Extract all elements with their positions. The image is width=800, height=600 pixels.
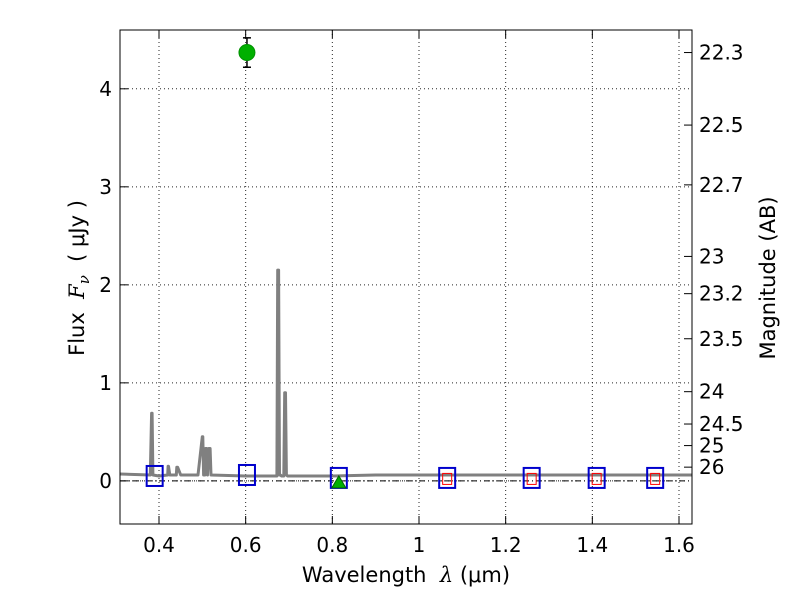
y-axis-label-unit: ( μJy ) [65, 200, 89, 275]
x-tick-label: 1.4 [576, 533, 608, 557]
model-photometry-square [646, 466, 665, 489]
y-axis-label-text: Flux [65, 299, 89, 356]
x-axis-label-unit: (μm) [453, 563, 510, 587]
grid [120, 30, 692, 524]
right-tick-label: 25 [699, 434, 724, 458]
x-axis-label-symbol: λ [439, 563, 453, 587]
x-tick-label: 1.2 [490, 533, 522, 557]
right-tick-label: 23 [699, 244, 724, 268]
x-tick-label: 1.6 [663, 533, 695, 557]
x-axis-label-text: Wavelength [302, 563, 440, 587]
model-photometry-square [237, 463, 256, 486]
model-photometry-square [587, 466, 606, 489]
right-tick-label: 24.5 [699, 412, 744, 436]
y-tick-label: 0 [99, 469, 112, 493]
model-photometry-square [522, 466, 541, 489]
model-spectrum-line [119, 268, 692, 478]
ticks: 0.4 0.6 0.8 1 1.2 1.4 1.60123422.322.522.72323… [99, 30, 744, 557]
y-axis-label-subscript: ν [75, 275, 93, 284]
observed-flux-square [442, 472, 453, 485]
observed-flux-square [526, 472, 537, 485]
right-tick-label: 22.7 [699, 173, 744, 197]
y-axis-label: Flux Fν ( μJy ) [65, 200, 93, 356]
right-tick-label: 23.5 [699, 327, 744, 351]
right-tick-label: 24 [699, 380, 724, 404]
x-tick-label: 1 [413, 533, 426, 557]
right-axis-label: Magnitude (AB) [756, 196, 780, 359]
markers [145, 37, 665, 489]
model-photometry-square [438, 466, 457, 489]
observed-flux-square [591, 472, 602, 485]
x-axis-label: Wavelength λ (μm) [302, 563, 510, 587]
upper-limit-triangle [330, 474, 347, 489]
model-photometry-square [145, 464, 164, 487]
y-tick-label: 2 [99, 273, 112, 297]
x-tick-label: 0.8 [316, 533, 348, 557]
x-tick-label: 0.6 [230, 533, 262, 557]
y-tick-label: 3 [99, 175, 112, 199]
right-tick-label: 26 [699, 455, 724, 479]
y-tick-label: 4 [99, 77, 112, 101]
detection-point [238, 44, 256, 62]
observed-flux-square [650, 472, 661, 485]
y-axis-label-symbol: F [65, 283, 89, 300]
y-tick-label: 1 [99, 371, 112, 395]
x-tick-label: 0.4 [143, 533, 175, 557]
right-tick-label: 23.2 [699, 282, 744, 306]
right-tick-label: 22.3 [699, 41, 744, 65]
plot-frame [119, 29, 693, 525]
right-tick-label: 22.5 [699, 113, 744, 137]
